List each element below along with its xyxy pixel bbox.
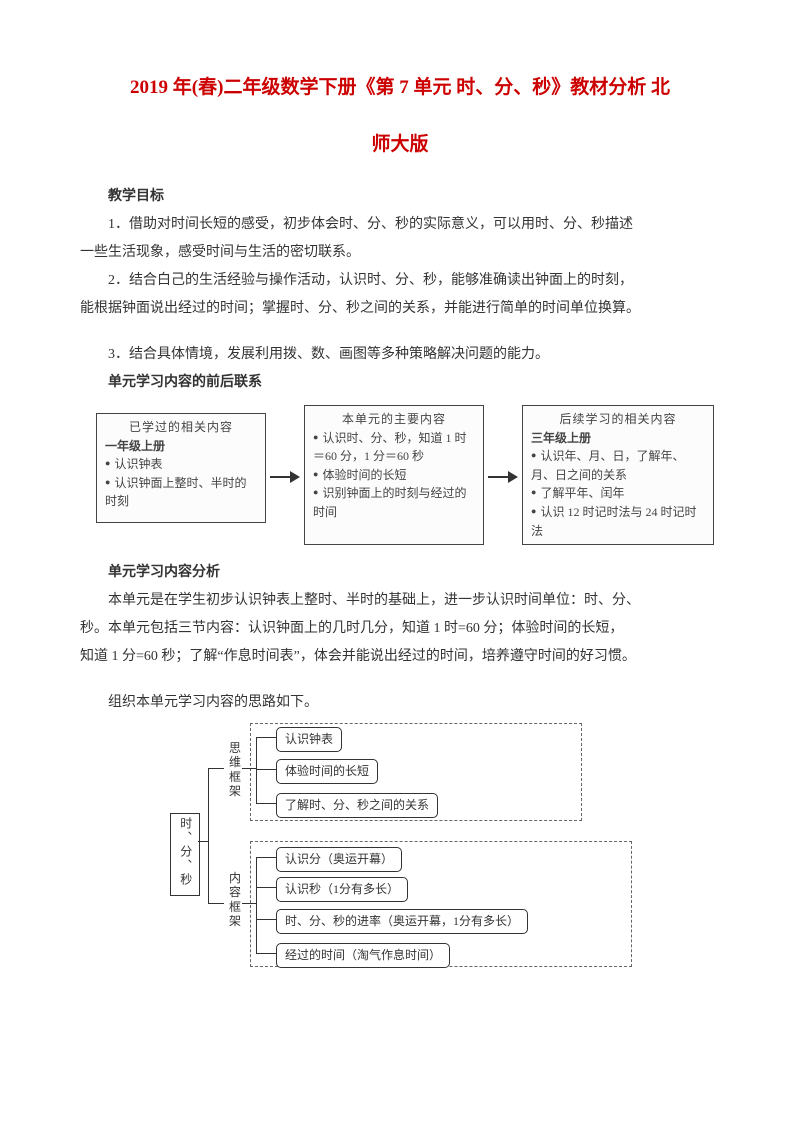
arrow-icon bbox=[488, 471, 518, 483]
target-p2: 2．结合白己的生活经验与操作活动，认识时、分、秒，能够准确读出钟面上的时刻， bbox=[80, 267, 720, 295]
relation-box-prior: 已学过的相关内容 一年级上册 认识钟表 认识钟面上整时、半时的时刻 bbox=[96, 413, 266, 523]
list-item: 体验时间的长短 bbox=[313, 466, 475, 485]
relation-diagram: 已学过的相关内容 一年级上册 认识钟表 认识钟面上整时、半时的时刻 本单元的主要… bbox=[96, 405, 716, 555]
list-item: 认识钟表 bbox=[105, 455, 257, 474]
framework-leaf: 认识钟表 bbox=[276, 727, 342, 752]
framework-label-2: 内容框架 bbox=[228, 871, 242, 929]
title-line-2: 师大版 bbox=[80, 126, 720, 164]
framework-label-1: 思维框架 bbox=[228, 741, 242, 799]
analysis-p2: 秒。本单元包括三节内容：认识钟面上的几时几分，知道 1 时=60 分；体验时间的… bbox=[80, 615, 720, 643]
framework-leaf: 认识秒（1分有多长） bbox=[276, 877, 408, 902]
list-item: 认识钟面上整时、半时的时刻 bbox=[105, 474, 257, 511]
target-p1b: 一些生活现象，感受时间与生活的密切联系。 bbox=[80, 239, 720, 267]
list-item: 识别钟面上的时刻与经过的时间 bbox=[313, 484, 475, 521]
title-line-1: 2019 年(春)二年级数学下册《第 7 单元 时、分、秒》教材分析 北 bbox=[80, 69, 720, 107]
analysis-p1: 本单元是在学生初步认识钟表上整时、半时的基础上，进一步认识时间单位：时、分、 bbox=[80, 587, 720, 615]
analysis-p4: 组织本单元学习内容的思路如下。 bbox=[80, 689, 720, 717]
framework-leaf: 时、分、秒的进率（奥运开幕，1分有多长） bbox=[276, 909, 528, 934]
framework-root: 时、分、秒 bbox=[170, 813, 200, 896]
framework-leaf: 经过的时间（淘气作息时间） bbox=[276, 943, 450, 968]
relation-box-future: 后续学习的相关内容 三年级上册 认识年、月、日，了解年、月、日之间的关系 了解平… bbox=[522, 405, 714, 545]
target-p2b: 能根据钟面说出经过的时间；掌握时、分、秒之间的关系，并能进行简单的时间单位换算。 bbox=[80, 295, 720, 323]
page: 2019 年(春)二年级数学下册《第 7 单元 时、分、秒》教材分析 北 师大版… bbox=[0, 0, 800, 1132]
section-relation: 单元学习内容的前后联系 bbox=[80, 369, 720, 397]
list-item: 认识 12 时记时法与 24 时记时法 bbox=[531, 503, 705, 540]
framework-diagram: 时、分、秒 思维框架 内容框架 认识钟表 体验时间的长短 了解时、分、秒之间的关… bbox=[170, 723, 630, 968]
section-target: 教学目标 bbox=[80, 183, 720, 211]
framework-leaf: 了解时、分、秒之间的关系 bbox=[276, 793, 438, 818]
target-p3: 3．结合具体情境，发展利用拨、数、画图等多种策略解决问题的能力。 bbox=[80, 341, 720, 369]
list-item: 认识时、分、秒，知道 1 时＝60 分，1 分＝60 秒 bbox=[313, 429, 475, 466]
list-item: 了解平年、闰年 bbox=[531, 484, 705, 503]
analysis-p3: 知道 1 分=60 秒；了解“作息时间表”，体会并能说出经过的时间，培养遵守时间… bbox=[80, 643, 720, 671]
arrow-icon bbox=[270, 471, 300, 483]
framework-leaf: 体验时间的长短 bbox=[276, 759, 378, 784]
relation-box-current: 本单元的主要内容 认识时、分、秒，知道 1 时＝60 分，1 分＝60 秒 体验… bbox=[304, 405, 484, 545]
target-p1: 1．借助对时间长短的感受，初步体会时、分、秒的实际意义，可以用时、分、秒描述 bbox=[80, 211, 720, 239]
list-item: 认识年、月、日，了解年、月、日之间的关系 bbox=[531, 447, 705, 484]
section-analysis: 单元学习内容分析 bbox=[80, 559, 720, 587]
framework-leaf: 认识分（奥运开幕） bbox=[276, 847, 402, 872]
